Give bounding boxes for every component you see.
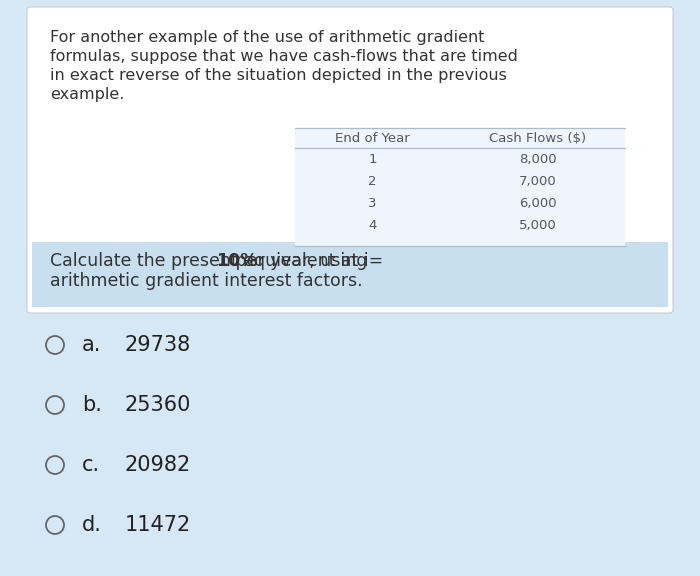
Text: a.: a.	[82, 335, 102, 355]
Bar	[32, 242, 668, 307]
Text: in exact reverse of the situation depicted in the previous: in exact reverse of the situation depict…	[50, 68, 507, 83]
Text: Calculate the present equivalent at i=: Calculate the present equivalent at i=	[50, 252, 388, 270]
Text: 1: 1	[368, 153, 377, 166]
Text: 29738: 29738	[125, 335, 191, 355]
Text: 8,000: 8,000	[519, 153, 557, 166]
Text: example.: example.	[50, 87, 125, 102]
Text: d.: d.	[82, 515, 102, 535]
Text: c.: c.	[82, 455, 100, 475]
Text: 6,000: 6,000	[519, 197, 557, 210]
Text: 7,000: 7,000	[519, 175, 557, 188]
Text: 2: 2	[368, 175, 377, 188]
Bar	[32, 12, 668, 242]
Text: per year, using: per year, using	[230, 252, 367, 270]
FancyBboxPatch shape	[27, 7, 673, 313]
Text: b.: b.	[82, 395, 102, 415]
Text: Cash Flows ($): Cash Flows ($)	[489, 132, 586, 145]
Bar	[295, 128, 625, 246]
Text: 5,000: 5,000	[519, 219, 557, 232]
Text: 20982: 20982	[125, 455, 191, 475]
Text: arithmetic gradient interest factors.: arithmetic gradient interest factors.	[50, 272, 363, 290]
Text: 11472: 11472	[125, 515, 191, 535]
Text: 4: 4	[368, 219, 377, 232]
Text: 10%: 10%	[216, 252, 258, 270]
Text: formulas, suppose that we have cash-flows that are timed: formulas, suppose that we have cash-flow…	[50, 49, 518, 64]
Text: End of Year: End of Year	[335, 132, 410, 145]
Text: For another example of the use of arithmetic gradient: For another example of the use of arithm…	[50, 30, 484, 45]
Text: 25360: 25360	[125, 395, 191, 415]
Text: 3: 3	[368, 197, 377, 210]
